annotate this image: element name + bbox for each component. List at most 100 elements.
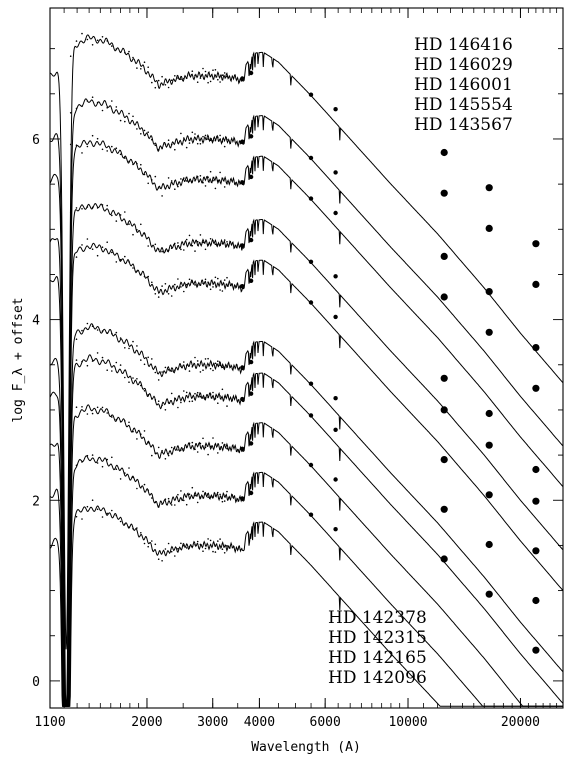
uv-data-point bbox=[157, 400, 160, 403]
uv-data-point bbox=[217, 540, 219, 542]
uv-data-point bbox=[180, 178, 182, 180]
uv-data-point bbox=[209, 445, 212, 448]
uv-data-point bbox=[91, 325, 94, 328]
uv-data-point bbox=[180, 132, 182, 135]
uv-data-point bbox=[207, 243, 209, 246]
photometry-point bbox=[440, 293, 448, 301]
photometry-point bbox=[308, 155, 314, 161]
uv-data-point bbox=[86, 206, 89, 208]
uv-data-point bbox=[202, 437, 204, 440]
uv-data-point bbox=[212, 139, 214, 142]
uv-data-point bbox=[188, 370, 191, 372]
uv-data-point bbox=[212, 240, 214, 242]
uv-data-point bbox=[174, 555, 176, 557]
uv-data-point bbox=[204, 248, 207, 251]
uv-data-point bbox=[143, 542, 146, 545]
uv-data-point bbox=[132, 267, 134, 269]
star-label: HD 145554 bbox=[414, 95, 513, 115]
spectrum-line bbox=[49, 404, 563, 707]
uv-data-point bbox=[140, 133, 142, 135]
uv-data-point bbox=[151, 497, 153, 499]
uv-data-point bbox=[75, 107, 78, 110]
uv-data-point bbox=[140, 359, 142, 361]
uv-data-point bbox=[81, 32, 83, 35]
uv-data-point bbox=[111, 370, 113, 372]
photometry-point bbox=[240, 139, 245, 144]
uv-data-point bbox=[115, 514, 118, 517]
uv-data-point bbox=[140, 163, 142, 166]
photometry-point bbox=[308, 259, 314, 264]
uv-data-point bbox=[217, 402, 219, 405]
uv-data-point bbox=[202, 181, 204, 184]
uv-data-point bbox=[207, 538, 209, 540]
uv-data-point bbox=[183, 361, 185, 363]
plot-frame bbox=[49, 7, 564, 709]
uv-data-point bbox=[75, 515, 78, 518]
uv-data-point bbox=[204, 134, 207, 137]
uv-data-point bbox=[219, 448, 221, 451]
uv-data-point bbox=[207, 176, 209, 178]
uv-data-point bbox=[96, 39, 99, 42]
uv-data-point bbox=[161, 371, 163, 373]
uv-data-point bbox=[196, 391, 199, 394]
photometry-point bbox=[240, 76, 245, 81]
x-tick-label: 6000 bbox=[310, 715, 341, 730]
uv-data-point bbox=[188, 74, 191, 76]
x-tick-label: 4000 bbox=[244, 715, 275, 730]
uv-data-point bbox=[147, 131, 149, 133]
uv-data-point bbox=[209, 170, 212, 173]
photometry-point bbox=[532, 240, 540, 248]
uv-data-point bbox=[191, 366, 194, 368]
uv-data-point bbox=[101, 356, 104, 359]
uv-data-point bbox=[91, 206, 94, 209]
uv-data-point bbox=[119, 258, 122, 261]
uv-data-point bbox=[81, 360, 83, 363]
uv-data-point bbox=[75, 207, 78, 209]
uv-data-point bbox=[214, 187, 217, 190]
uv-data-point bbox=[204, 185, 207, 187]
uv-data-point bbox=[151, 138, 153, 141]
uv-data-point bbox=[136, 270, 138, 273]
photometry-point bbox=[308, 196, 314, 201]
uv-data-point bbox=[119, 520, 122, 523]
uv-data-point bbox=[204, 70, 207, 73]
uv-data-point bbox=[106, 241, 108, 243]
uv-data-point bbox=[212, 391, 214, 394]
uv-data-point bbox=[223, 239, 226, 241]
uv-data-point bbox=[199, 371, 202, 373]
uv-data-point bbox=[191, 441, 194, 444]
uv-data-point bbox=[96, 462, 99, 464]
uv-data-point bbox=[81, 406, 83, 408]
uv-data-point bbox=[214, 362, 217, 365]
uv-data-point bbox=[147, 356, 149, 359]
uv-data-point bbox=[219, 364, 221, 367]
uv-data-point bbox=[177, 548, 179, 550]
photometry-point bbox=[248, 174, 254, 180]
uv-data-point bbox=[183, 290, 185, 293]
uv-data-point bbox=[132, 163, 134, 166]
uv-data-point bbox=[101, 330, 104, 332]
photometry-point bbox=[333, 396, 338, 401]
uv-data-point bbox=[115, 331, 118, 334]
uv-data-point bbox=[111, 332, 113, 335]
uv-data-point bbox=[221, 366, 224, 369]
uv-data-point bbox=[223, 500, 226, 502]
uv-data-point bbox=[143, 173, 146, 176]
star-label: HD 143567 bbox=[414, 115, 513, 135]
uv-data-point bbox=[106, 150, 108, 152]
uv-data-point bbox=[223, 72, 226, 74]
uv-data-point bbox=[214, 443, 217, 446]
uv-data-point bbox=[147, 275, 149, 278]
uv-data-point bbox=[161, 560, 163, 562]
uv-data-point bbox=[91, 96, 94, 98]
uv-data-point bbox=[196, 240, 199, 243]
uv-data-point bbox=[194, 74, 196, 77]
uv-data-point bbox=[185, 547, 188, 549]
star-label: HD 146416 bbox=[414, 35, 513, 55]
uv-data-point bbox=[86, 100, 89, 102]
uv-data-point bbox=[75, 144, 78, 146]
uv-data-point bbox=[69, 55, 72, 57]
uv-data-point bbox=[157, 148, 160, 151]
uv-data-point bbox=[209, 393, 212, 395]
uv-data-point bbox=[154, 243, 157, 246]
